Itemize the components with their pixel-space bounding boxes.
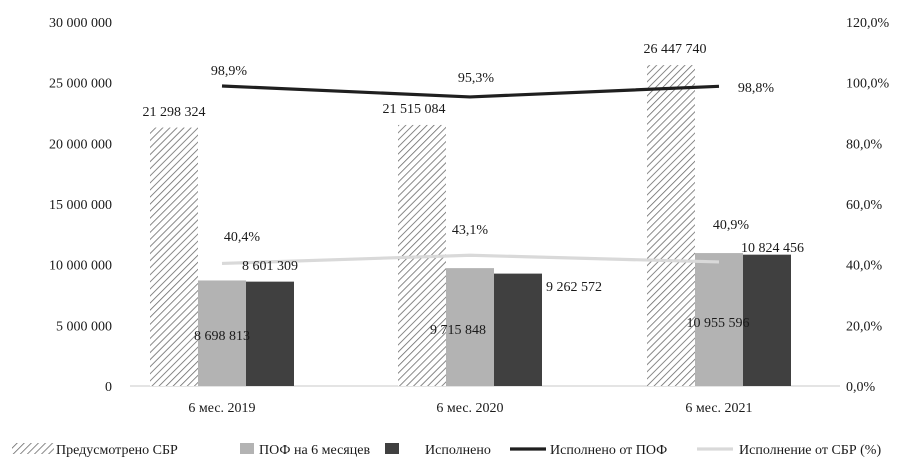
y-right-tick-label: 120,0% [846,16,890,31]
category-label: 6 мес. 2021 [685,401,752,416]
legend-label: Предусмотрено СБР [56,443,178,458]
y-left-tick-label: 30 000 000 [49,16,112,31]
lines-layer [221,84,720,266]
legend: Предусмотрено СБР ПОФ на 6 месяцев Исполне… [12,443,881,458]
bar-data-label: 8 601 309 [242,259,298,274]
y-right-tick-label: 80,0% [846,137,883,152]
series-line [221,84,720,99]
y-right-tick-label: 100,0% [846,77,890,92]
bar [647,65,695,386]
bar-data-label: 9 715 848 [430,323,486,338]
bar [446,268,494,386]
bar-data-label: 9 262 572 [546,280,602,295]
bar [198,280,246,386]
legend-swatch [240,443,254,454]
legend-label: Исполнение от СБР (%) [739,443,881,458]
category-axis-labels: 6 мес. 2019 6 мес. 2020 6 мес. 2021 [188,401,752,416]
line-data-label: 40,9% [713,218,750,233]
legend-swatch [12,443,54,454]
line-data-label: 95,3% [458,71,495,86]
data-labels-layer: 21 298 324 21 515 084 26 447 740 8 698 813 9… [143,42,805,344]
y-right-tick-label: 40,0% [846,259,883,274]
category-label: 6 мес. 2020 [436,401,503,416]
line-data-label: 43,1% [452,223,489,238]
bar [494,273,542,386]
series-line [221,253,720,266]
legend-label: Исполнено [425,443,491,458]
bar [695,253,743,386]
legend-swatch [385,443,399,454]
line-data-label: 98,8% [738,81,775,96]
y-left-tick-label: 5 000 000 [56,319,112,334]
bar-data-label: 21 298 324 [143,105,206,120]
bar [743,254,791,386]
y-left-tick-label: 10 000 000 [49,259,112,274]
y-left-tick-label: 0 [105,380,112,395]
category-label: 6 мес. 2019 [188,401,255,416]
left-axis: 0 5 000 000 10 000 000 15 000 000 20 000 000… [49,16,112,395]
bar-data-label: 10 955 596 [687,316,750,331]
bar-data-label: 21 515 084 [383,102,446,117]
y-left-tick-label: 20 000 000 [49,137,112,152]
line-data-label: 98,9% [211,64,248,79]
y-left-tick-label: 15 000 000 [49,198,112,213]
legend-label: Исполнено от ПОФ [550,443,667,458]
y-right-tick-label: 60,0% [846,198,883,213]
bar-data-label: 10 824 456 [741,241,804,256]
y-right-tick-label: 20,0% [846,319,883,334]
bar-data-label: 8 698 813 [194,329,250,344]
y-left-tick-label: 25 000 000 [49,77,112,92]
legend-label: ПОФ на 6 месяцев [259,443,370,458]
bar [246,281,294,386]
line-data-label: 40,4% [224,230,261,245]
bar-data-label: 26 447 740 [644,42,707,57]
right-axis: 0,0% 20,0% 40,0% 60,0% 80,0% 100,0% 120,0% [846,16,890,395]
y-right-tick-label: 0,0% [846,380,876,395]
bar [150,127,198,387]
